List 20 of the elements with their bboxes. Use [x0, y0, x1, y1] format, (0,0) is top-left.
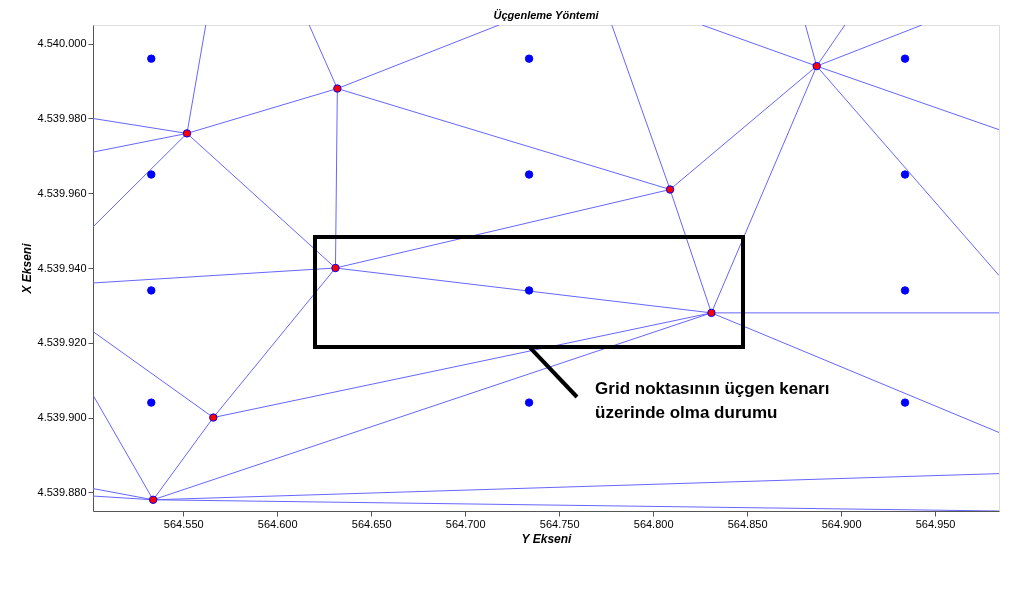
x-tick-label: 564.850 — [727, 517, 768, 530]
x-tick-label: 564.650 — [351, 517, 392, 530]
y-axis-title: X Ekseni — [19, 242, 34, 295]
annotation: Grid noktasının üçgen kenarı üzerinde olma durumu — [595, 378, 830, 422]
y-tick-label: 4.539.980 — [37, 111, 87, 124]
x-tick-label: 564.600 — [257, 517, 298, 530]
x-tick-label: 564.750 — [539, 517, 580, 530]
x-tick-label: 564.700 — [445, 517, 486, 530]
x-tick-label: 564.900 — [821, 517, 862, 530]
x-axis-title: Y Ekseni — [521, 531, 573, 546]
chart-title: Üçgenleme Yöntemi — [493, 9, 600, 21]
y-tick-label: 4.540.000 — [37, 37, 87, 50]
y-tick-label: 4.539.960 — [37, 186, 87, 199]
y-tick-label: 4.539.940 — [37, 261, 87, 274]
y-tick-label: 4.539.920 — [37, 336, 87, 349]
x-tick-label: 564.800 — [633, 517, 674, 530]
x-tick-label: 564.950 — [915, 517, 956, 530]
x-tick-label: 564.550 — [163, 517, 204, 530]
y-tick-label: 4.539.880 — [37, 485, 87, 498]
y-tick-label: 4.539.900 — [37, 411, 87, 424]
